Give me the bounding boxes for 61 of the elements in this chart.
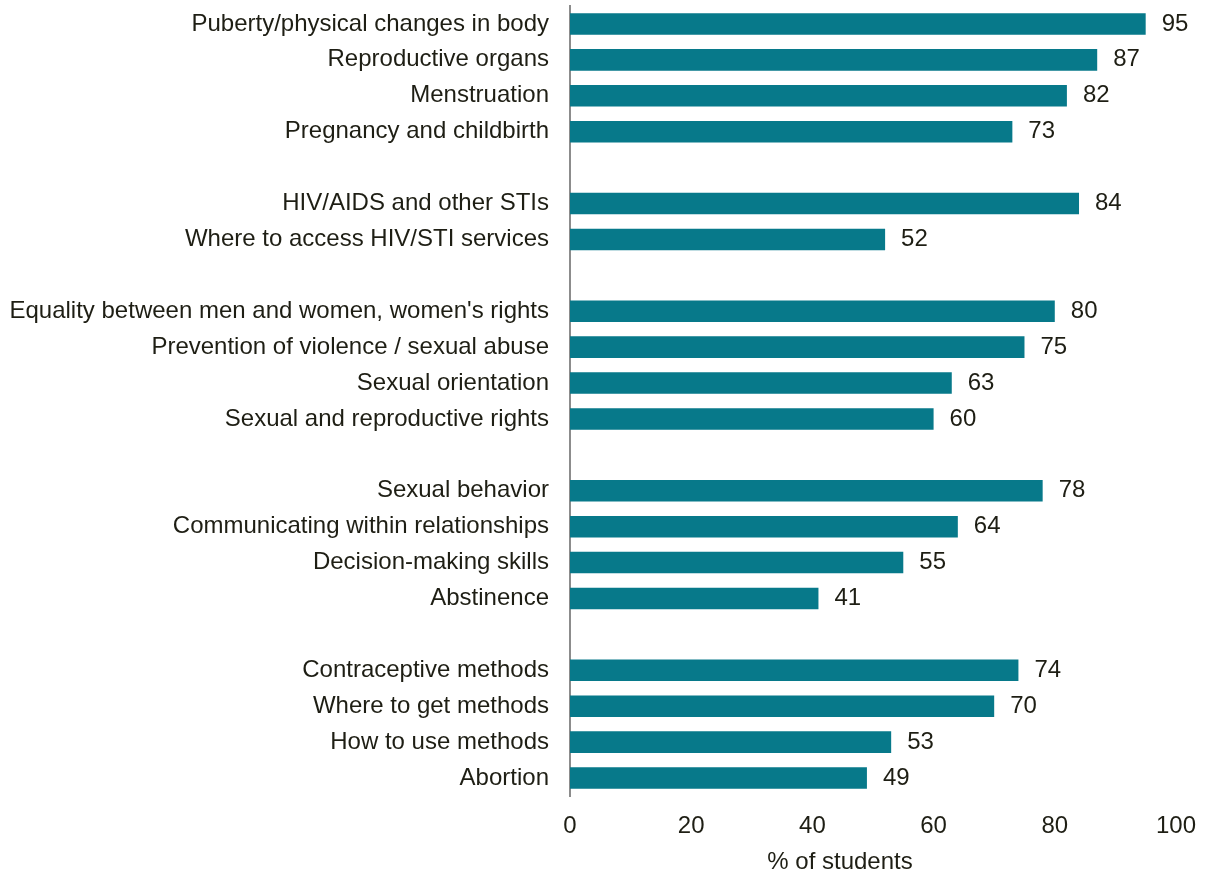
bar xyxy=(570,515,958,538)
data-label: 80 xyxy=(1070,295,1098,323)
y-tick-label: Sexual behavior xyxy=(376,475,549,503)
bar xyxy=(570,49,1098,71)
y-tick-label: Prevention of violence / sexual abuse xyxy=(151,331,549,359)
x-tick-label: 80 xyxy=(1041,811,1069,839)
y-tick-label: Communicating within relationships xyxy=(172,511,549,539)
x-axis-title: % of students xyxy=(767,846,913,874)
data-label: 70 xyxy=(1010,690,1037,718)
bar xyxy=(570,587,819,610)
y-tick-label: Puberty/physical changes in body xyxy=(191,8,549,36)
bar xyxy=(570,192,1080,215)
data-label: 95 xyxy=(1161,8,1189,36)
data-label: 84 xyxy=(1095,188,1122,216)
bar xyxy=(570,551,904,574)
y-tick-label: Where to get methods xyxy=(312,690,549,718)
data-label: 74 xyxy=(1034,654,1062,682)
bar xyxy=(570,13,1146,35)
y-tick-label: Pregnancy and childbirth xyxy=(284,116,549,144)
y-tick-label: Sexual orientation xyxy=(356,367,549,395)
bar xyxy=(570,120,1013,143)
y-tick-label: Decision-making skills xyxy=(312,547,549,575)
data-label: 53 xyxy=(907,726,934,754)
bar xyxy=(570,336,1025,358)
data-label: 78 xyxy=(1058,475,1086,503)
data-label: 49 xyxy=(882,762,910,790)
data-label: 64 xyxy=(973,511,1001,539)
x-tick-label: 20 xyxy=(677,811,705,839)
y-tick-label: Reproductive organs xyxy=(327,44,549,72)
y-tick-label: Where to access HIV/STI services xyxy=(184,224,549,252)
bar xyxy=(570,767,867,789)
data-label: 75 xyxy=(1040,331,1068,359)
bar xyxy=(570,659,1019,682)
bar xyxy=(570,408,934,430)
data-label: 60 xyxy=(949,403,977,431)
bar xyxy=(570,300,1055,322)
y-tick-label: HIV/AIDS and other STIs xyxy=(282,188,549,216)
data-label: 87 xyxy=(1113,44,1140,72)
data-label: 52 xyxy=(901,224,928,252)
data-label: 63 xyxy=(967,367,995,395)
x-tick-label: 40 xyxy=(799,811,826,839)
bar xyxy=(570,695,995,717)
y-tick-label: Contraceptive methods xyxy=(302,654,549,682)
bar xyxy=(570,480,1043,502)
data-label: 55 xyxy=(919,547,946,575)
data-label: 41 xyxy=(834,583,862,611)
y-tick-label: Equality between men and women, women's rights xyxy=(9,295,549,323)
bar xyxy=(570,731,892,753)
y-tick-label: Abstinence xyxy=(430,583,549,611)
data-label: 82 xyxy=(1082,80,1110,108)
bar xyxy=(570,372,952,394)
bar xyxy=(570,85,1067,107)
x-tick-label: 0 xyxy=(563,811,577,839)
x-tick-label: 60 xyxy=(920,811,947,839)
y-tick-label: Sexual and reproductive rights xyxy=(224,403,549,431)
data-label: 73 xyxy=(1028,116,1056,144)
x-tick-label: 100 xyxy=(1155,811,1196,839)
bar xyxy=(570,228,886,251)
y-tick-label: Menstruation xyxy=(410,80,549,108)
y-tick-label: Abortion xyxy=(459,762,549,790)
y-tick-label: How to use methods xyxy=(330,726,549,754)
